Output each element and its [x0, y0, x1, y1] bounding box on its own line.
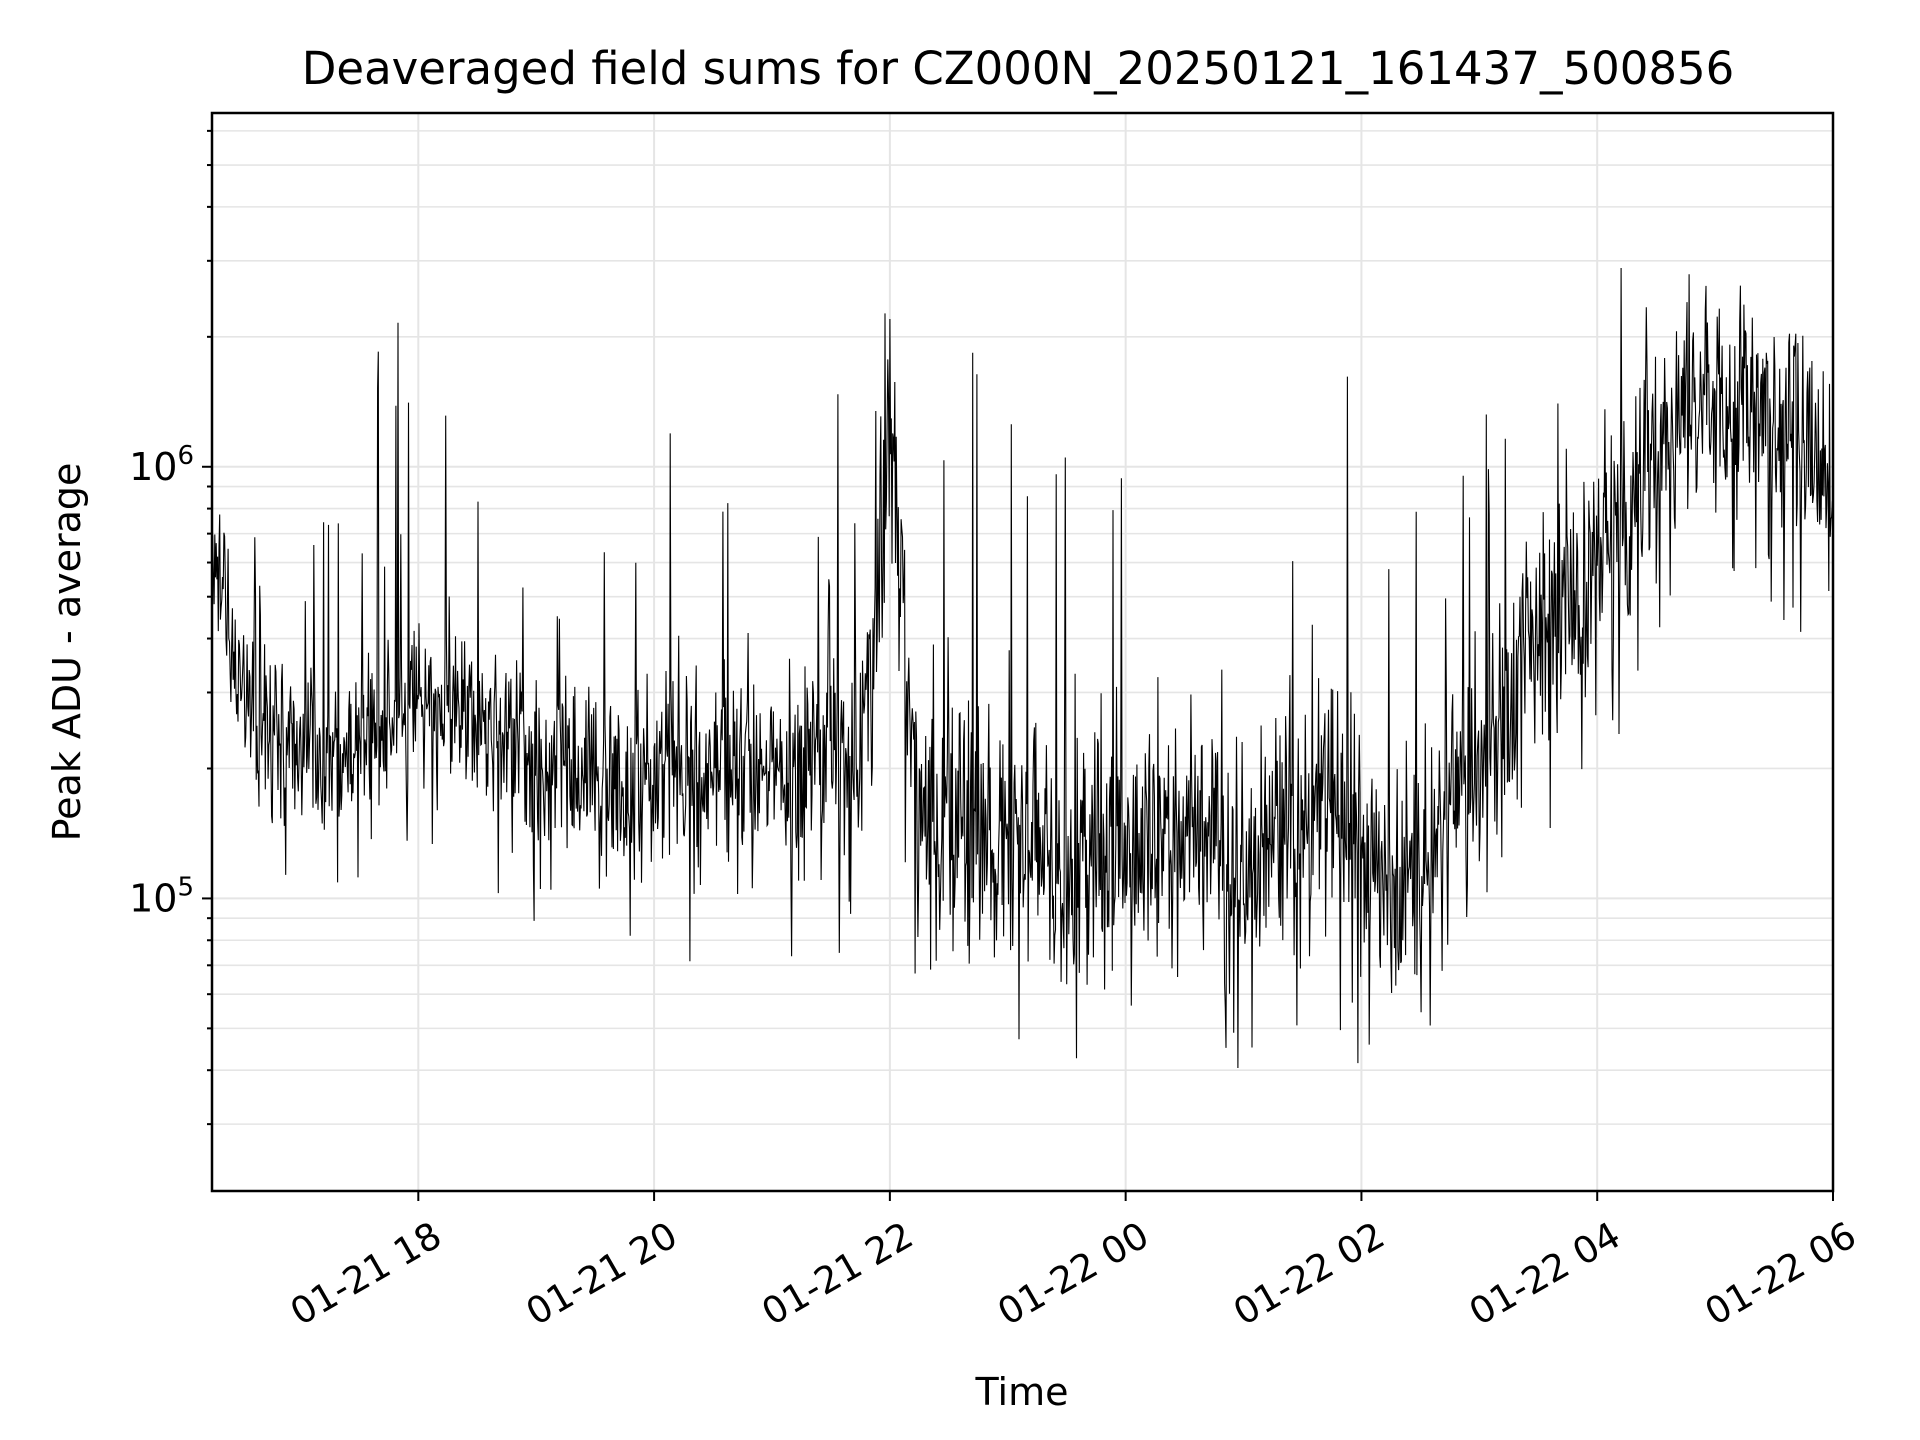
y-tick-label: 105 — [129, 872, 194, 920]
plot-frame — [210, 111, 1835, 1193]
y-tick-label: 106 — [129, 441, 194, 489]
y-axis-label: Peak ADU - average — [45, 463, 89, 842]
data-series — [211, 267, 1834, 1069]
x-axis-label: Time — [975, 1370, 1069, 1414]
plot-background — [212, 113, 1833, 1191]
series-line — [211, 267, 1834, 1069]
grid — [212, 113, 1834, 1191]
y-axis: 105 106 — [129, 129, 212, 1126]
chart-title: Deaveraged field sums for CZ000N_2025012… — [302, 42, 1734, 95]
